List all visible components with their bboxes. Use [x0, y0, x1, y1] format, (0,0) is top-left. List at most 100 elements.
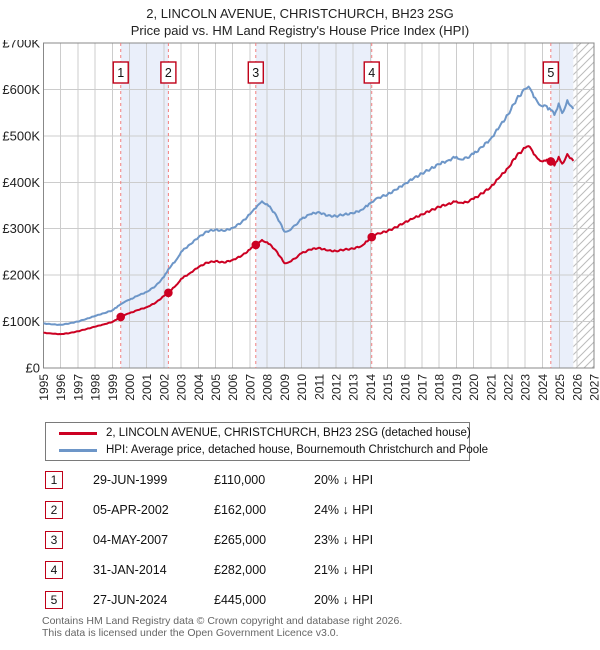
x-tick-label: 2003: [175, 374, 189, 401]
x-tick-label: 2019: [450, 374, 464, 401]
price-line-swatch: [59, 431, 97, 435]
sale-dot-2: [164, 288, 173, 298]
legend-label-hpi: HPI: Average price, detached house, Bour…: [106, 444, 489, 456]
legend-entry-hpi: HPI: Average price, detached house, Bour…: [46, 442, 488, 459]
sale-marker-box-2: [160, 61, 177, 84]
x-tick-label: 2009: [278, 374, 292, 401]
legend-label-price: 2, LINCOLN AVENUE, CHRISTCHURCH, BH23 2S…: [106, 427, 471, 439]
x-tick-label: 2014: [364, 374, 378, 401]
sale-date: 29-JUN-1999: [93, 473, 168, 487]
x-tick-label: 2008: [261, 374, 275, 401]
x-tick-label: 1999: [106, 374, 120, 401]
y-tick-label: £400K: [2, 175, 40, 190]
footer-line-1: Contains HM Land Registry data © Crown c…: [42, 615, 403, 627]
footer-line-2: This data is licensed under the Open Gov…: [42, 626, 339, 639]
sale-marker-box-1: [112, 61, 129, 84]
sale-row-number: 2: [45, 501, 63, 519]
sale-dot-4: [367, 232, 377, 242]
x-tick-label: 2012: [329, 374, 343, 401]
x-tick-label: 2007: [243, 374, 257, 401]
x-tick-label: 2011: [312, 374, 326, 400]
gridlines: [43, 42, 595, 369]
legend: 2, LINCOLN AVENUE, CHRISTCHURCH, BH23 2S…: [45, 422, 488, 461]
sale-date: 27-JUN-2024: [93, 593, 168, 607]
x-tick-label: 2017: [415, 374, 429, 401]
x-tick-label: 2024: [536, 374, 550, 401]
x-tick-label: 1995: [37, 374, 51, 401]
sale-row-2: 2 05-APR-2002 £162,000 24% ↓ HPI: [45, 501, 585, 521]
sale-dot-5: [546, 157, 556, 166]
sale-dots: [116, 157, 556, 322]
x-tick-label: 2022: [501, 374, 515, 401]
sale-marker-number-2: 2: [165, 66, 172, 80]
sale-hpi-diff: 20% ↓ HPI: [314, 473, 374, 487]
x-tick-label: 2023: [519, 374, 533, 401]
x-tick-label: 1998: [89, 374, 103, 401]
y-tick-label: £500K: [2, 128, 40, 143]
sale-row-3: 3 04-MAY-2007 £265,000 23% ↓ HPI: [45, 531, 585, 551]
y-tick-label: £700K: [2, 40, 40, 51]
x-tick-label: 2020: [467, 374, 481, 401]
sale-row-5: 5 27-JUN-2024 £445,000 20% ↓ HPI: [45, 591, 585, 611]
ownership-shading: [120, 43, 574, 368]
sale-marker-number-5: 5: [547, 66, 554, 80]
x-axis-labels: 1995 1996 1997 1998 1999 2000 2001 2002 2003 2004…: [37, 374, 600, 401]
x-tick-label: 2021: [484, 374, 498, 401]
ownership-band: [120, 43, 169, 368]
x-tick-label: 1996: [54, 374, 68, 401]
sale-date: 05-APR-2002: [93, 503, 169, 517]
x-tick-label: 2016: [398, 374, 412, 401]
sale-hpi-diff: 24% ↓ HPI: [314, 503, 374, 517]
frame-rect: [43, 42, 595, 369]
x-tick-label: 2027: [588, 374, 600, 401]
x-tick-label: 2026: [570, 374, 584, 401]
sale-row-number: 3: [45, 531, 63, 549]
x-tick-label: 2015: [381, 374, 395, 401]
sale-marker-box-3: [247, 61, 264, 84]
chart-subtitle: Price paid vs. HM Land Registry's House …: [130, 23, 470, 38]
sale-marker-number-3: 3: [252, 66, 259, 80]
ownership-band: [255, 43, 372, 368]
x-tick-label: 2025: [553, 374, 567, 401]
x-tick-label: 2010: [295, 374, 309, 401]
x-tick-label: 2002: [157, 374, 171, 401]
x-tick-label: 2013: [347, 374, 361, 401]
plot-frame: [43, 42, 595, 369]
sale-marker-number-4: 4: [368, 66, 375, 80]
sales-table: 1 29-JUN-1999 £110,000 20% ↓ HPI 2 05-APR-200…: [45, 471, 585, 616]
hpi-line: [43, 85, 575, 326]
x-tick-label: 2005: [209, 374, 223, 401]
sale-hpi-diff: 20% ↓ HPI: [314, 593, 374, 607]
chart-title: 2, LINCOLN AVENUE, CHRISTCHURCH, BH23 2S…: [146, 6, 454, 21]
sale-row-number: 1: [45, 471, 63, 489]
y-axis-labels: £0 £100K £200K £300K £400K £500K £600K £700K: [2, 40, 40, 376]
sale-marker-number-1: 1: [117, 66, 124, 80]
sale-marker-boxes: 1 2 3 4 5: [112, 61, 560, 84]
price-history-chart: 1 2 3 4 5 £0 £100K £200K £300K £400K £500K £600K £7…: [2, 40, 600, 401]
sale-price: £110,000: [214, 473, 266, 487]
sale-hpi-diff: 21% ↓ HPI: [314, 563, 374, 577]
sale-row-number: 4: [45, 561, 63, 579]
x-tick-label: 2001: [140, 374, 154, 401]
x-tick-label: 2000: [123, 374, 137, 401]
sale-row-4: 4 31-JAN-2014 £282,000 21% ↓ HPI: [45, 561, 585, 581]
y-tick-label: £600K: [2, 82, 40, 97]
legend-entry-price: 2, LINCOLN AVENUE, CHRISTCHURCH, BH23 2S…: [46, 425, 471, 442]
sale-price: £265,000: [214, 533, 267, 547]
price-paid-line: [43, 145, 575, 336]
sale-marker-box-5: [542, 61, 560, 84]
y-tick-label: £300K: [2, 221, 40, 236]
data-series: [43, 85, 575, 336]
sale-price: £162,000: [214, 503, 267, 517]
sale-marker-box-4: [363, 61, 380, 84]
y-tick-label: £0: [26, 361, 40, 376]
y-tick-label: £100K: [2, 314, 40, 329]
sale-date: 04-MAY-2007: [93, 533, 169, 547]
footer: Contains HM Land Registry data © Crown c…: [42, 615, 403, 639]
sale-dot-1: [116, 312, 126, 322]
sale-hpi-diff: 23% ↓ HPI: [314, 533, 374, 547]
sale-dot-3: [251, 240, 261, 250]
x-tick-label: 2006: [226, 374, 240, 401]
x-tick-label: 2004: [192, 374, 206, 401]
